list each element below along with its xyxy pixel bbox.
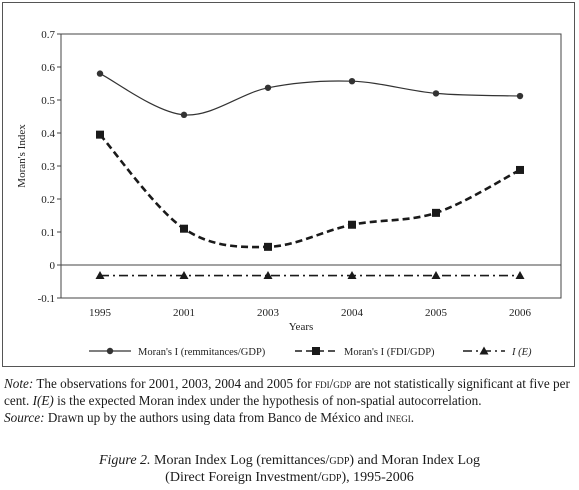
legend-label: Moran's I (FDI/GDP) <box>344 347 435 358</box>
source-text-a: Drawn up by the authors using data from … <box>44 410 387 425</box>
moran-index-chart: 0.7 0.6 0.5 0.4 0.3 0.2 0.1 0 -0.1 1995 2001 2003 20… <box>16 29 562 358</box>
legend-swatch-marker <box>106 347 114 355</box>
axes: 0.7 0.6 0.5 0.4 0.3 0.2 0.1 0 -0.1 1995 2001 2003 20… <box>16 29 562 333</box>
x-tick-label: 2003 <box>257 307 280 319</box>
y-tick-label: 0.7 <box>41 29 55 41</box>
series-3 <box>95 271 525 280</box>
source-paragraph: Source: Drawn up by the authors using da… <box>4 409 576 426</box>
note-label: Note: <box>4 376 34 391</box>
source-text-b: . <box>410 410 415 425</box>
y-tick-label: 0.6 <box>41 62 55 74</box>
legend-entry-3: I (E) <box>463 346 532 358</box>
series-1 <box>96 70 524 119</box>
series-1-point <box>348 77 356 85</box>
series-3-point <box>431 271 441 280</box>
caption-line2-b: ), 1995-2006 <box>341 470 414 485</box>
series-lines <box>95 70 525 280</box>
legend-entry-2: Moran's I (FDI/GDP) <box>295 347 435 358</box>
y-tick-label: 0.2 <box>41 194 55 206</box>
source-label: Source: <box>4 410 45 425</box>
figure-notes: Note: The observations for 2001, 2003, 2… <box>4 375 576 426</box>
x-tick-label: 1995 <box>89 307 112 319</box>
y-tick-label: 0.3 <box>41 161 55 173</box>
note-text-b: are not statistically significant at fiv… <box>4 376 570 408</box>
series-2-point <box>96 130 104 139</box>
caption-line1-b: ) and Moran Index Log <box>349 453 481 468</box>
plot-border <box>60 33 562 299</box>
series-3-point <box>515 271 525 280</box>
figure-frame: 0.7 0.6 0.5 0.4 0.3 0.2 0.1 0 -0.1 1995 2001 2003 20… <box>2 2 575 367</box>
caption-label: Figure 2. <box>98 453 151 468</box>
series-1-point <box>516 92 524 100</box>
series-1-point <box>432 90 440 97</box>
series-3-point <box>347 271 357 280</box>
series-1-point <box>96 70 104 77</box>
y-tick-label: 0.1 <box>41 227 55 239</box>
series-3-point <box>179 271 189 280</box>
source-inegi: inegi <box>386 410 411 425</box>
legend-label: Moran's I (remmitances/GDP) <box>138 347 266 358</box>
caption-line-1: Figure 2. Moran Index Log (remittances/g… <box>0 452 579 469</box>
caption-line2-a: (Direct Foreign Investment/ <box>165 470 322 485</box>
x-tick-label: 2006 <box>509 307 532 319</box>
caption-line1-gdp: gdp <box>329 453 350 468</box>
y-tick-label: 0.5 <box>41 95 55 107</box>
series-3-point <box>95 271 105 280</box>
note-text-c: is the expected Moran index under the hy… <box>53 393 482 408</box>
legend: Moran's I (remmitances/GDP) Moran's I (FD… <box>89 346 532 358</box>
series-2 <box>96 130 524 251</box>
series-2-point <box>180 224 188 233</box>
legend-swatch-marker <box>312 347 320 355</box>
y-tick-label: 0.4 <box>41 128 55 140</box>
series-2-point <box>516 165 524 174</box>
legend-entry-1: Moran's I (remmitances/GDP) <box>89 347 266 358</box>
legend-label: I (E) <box>511 347 532 358</box>
x-tick-label: 2004 <box>341 307 364 319</box>
series-1-line <box>99 73 521 116</box>
x-axis-title: Years <box>289 321 314 333</box>
caption-line1-a: Moran Index Log (remittances/ <box>150 453 330 468</box>
note-paragraph: Note: The observations for 2001, 2003, 2… <box>4 375 576 409</box>
series-1-point <box>264 84 272 91</box>
caption-line2-gdp: gdp <box>321 470 342 485</box>
note-ie: I(E) <box>32 393 54 408</box>
x-tick-label: 2001 <box>173 307 195 319</box>
note-text-a: The observations for 2001, 2003, 2004 an… <box>33 376 316 391</box>
legend-swatch-marker <box>479 346 489 355</box>
caption-line-2: (Direct Foreign Investment/gdp), 1995-20… <box>0 469 579 486</box>
series-2-line <box>99 133 521 249</box>
series-2-point <box>264 242 272 251</box>
y-tick-label: -0.1 <box>38 293 55 305</box>
series-1-point <box>180 111 188 119</box>
x-tick-label: 2005 <box>425 307 448 319</box>
figure-caption: Figure 2. Moran Index Log (remittances/g… <box>0 452 579 486</box>
series-2-point <box>432 208 440 217</box>
note-fdi-gdp: fdi/gdp <box>315 376 352 391</box>
series-2-point <box>348 220 356 229</box>
y-tick-label: 0 <box>50 260 56 272</box>
series-3-point <box>263 271 273 280</box>
y-axis-title: Moran's Index <box>16 124 28 188</box>
